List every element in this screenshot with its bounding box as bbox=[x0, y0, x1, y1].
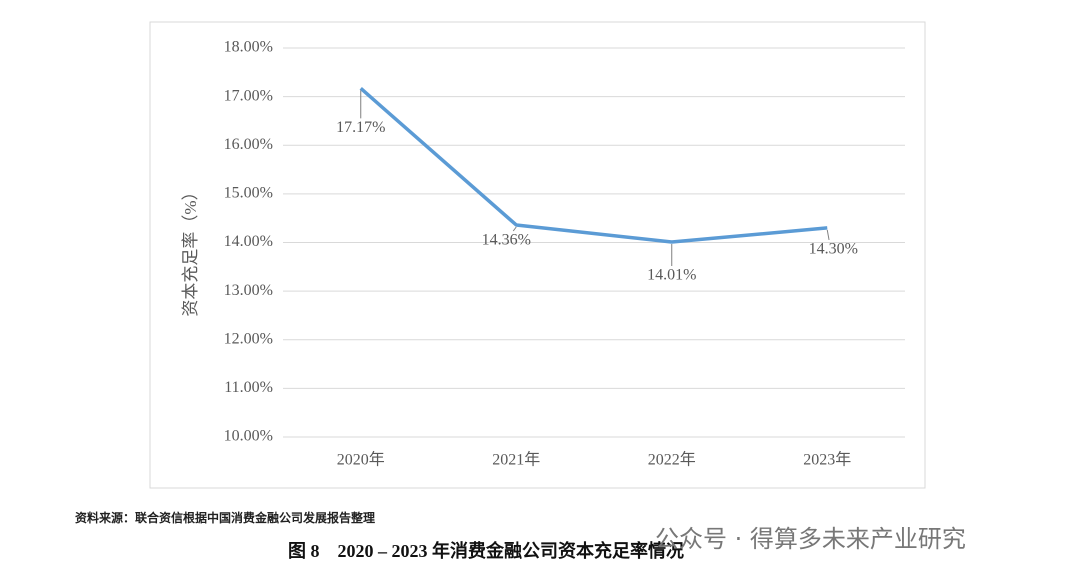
y-tick-label: 13.00% bbox=[224, 282, 273, 299]
x-tick-label: 2020年 bbox=[337, 451, 385, 469]
y-tick-label: 14.00% bbox=[224, 233, 273, 250]
chart-frame bbox=[149, 21, 926, 489]
data-label: 14.36% bbox=[482, 232, 531, 249]
y-tick-label: 18.00% bbox=[224, 39, 273, 56]
data-label: 14.01% bbox=[647, 267, 696, 284]
data-line bbox=[359, 87, 828, 244]
y-tick-label: 16.00% bbox=[224, 136, 273, 153]
y-tick-label: 15.00% bbox=[224, 185, 273, 202]
y-axis-label: 资本充足率（%） bbox=[181, 183, 200, 316]
y-tick-label: 11.00% bbox=[224, 379, 273, 396]
leader-line bbox=[826, 229, 830, 241]
y-tick-label: 12.00% bbox=[224, 330, 273, 347]
y-tick-label: 17.00% bbox=[224, 87, 273, 104]
watermark: 公众号 · 得算多未来产业研究 bbox=[655, 525, 966, 553]
data-label: 14.30% bbox=[809, 241, 858, 258]
leader-line bbox=[512, 226, 517, 232]
source-note: 资料来源：联合资信根据中国消费金融公司发展报告整理 bbox=[75, 510, 375, 525]
x-tick-label: 2022年 bbox=[648, 451, 696, 469]
data-label: 17.17% bbox=[336, 119, 385, 136]
figure-caption: 图 8 2020 – 2023 年消费金融公司资本充足率情况 bbox=[288, 540, 684, 561]
x-tick-label: 2021年 bbox=[492, 451, 540, 469]
x-tick-label: 2023年 bbox=[803, 451, 851, 469]
y-tick-label: 10.00% bbox=[224, 428, 273, 445]
